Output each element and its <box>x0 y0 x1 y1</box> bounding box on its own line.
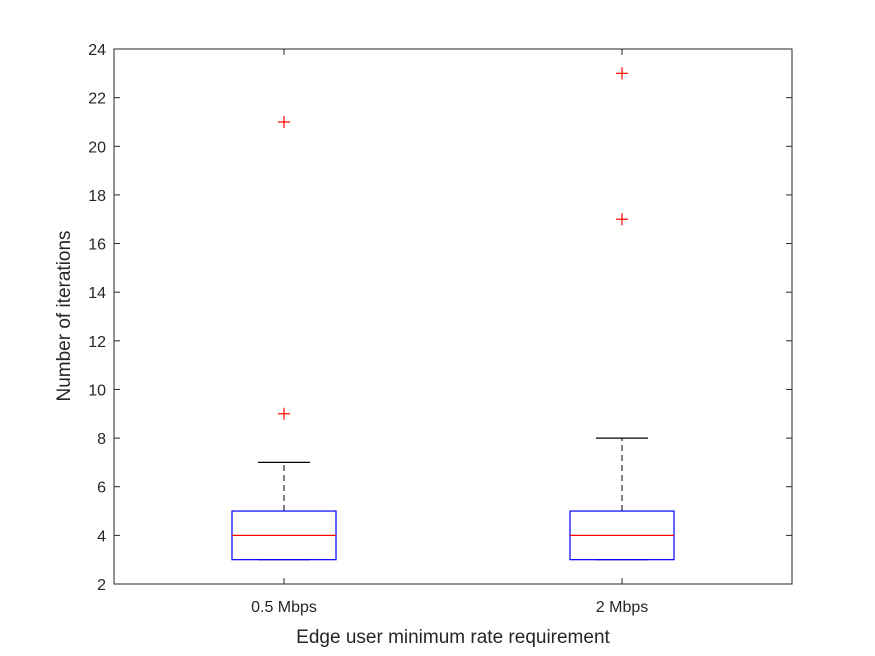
box-group <box>569 67 675 561</box>
y-tick-label: 4 <box>97 528 106 545</box>
x-tick-label: 0.5 Mbps <box>251 599 317 616</box>
y-tick-label: 20 <box>88 139 106 156</box>
outlier-marker <box>616 213 628 226</box>
plot-area-frame <box>113 48 793 585</box>
x-tick-label: 2 Mbps <box>596 599 648 616</box>
y-tick-label: 24 <box>88 42 106 59</box>
y-tick-label: 2 <box>97 577 106 594</box>
x-axis: 0.5 Mbps 2 Mbps <box>251 49 648 616</box>
y-tick-label: 8 <box>97 431 106 448</box>
outlier-marker <box>278 115 290 128</box>
outlier-marker <box>278 407 290 420</box>
y-tick-label: 16 <box>88 237 106 254</box>
y-tick-label: 12 <box>88 334 106 351</box>
y-axis-title: Number of iterations <box>54 230 75 401</box>
y-tick-label: 18 <box>88 188 106 205</box>
plot-background <box>114 49 792 584</box>
box-marks <box>231 67 675 561</box>
y-tick-label: 14 <box>88 285 106 302</box>
y-tick-label: 22 <box>88 91 106 108</box>
x-axis-title: Edge user minimum rate requirement <box>296 627 610 648</box>
y-tick-label: 10 <box>88 382 106 399</box>
y-tick-label: 6 <box>97 480 106 497</box>
outlier-marker <box>616 67 628 80</box>
box-group <box>231 115 337 561</box>
